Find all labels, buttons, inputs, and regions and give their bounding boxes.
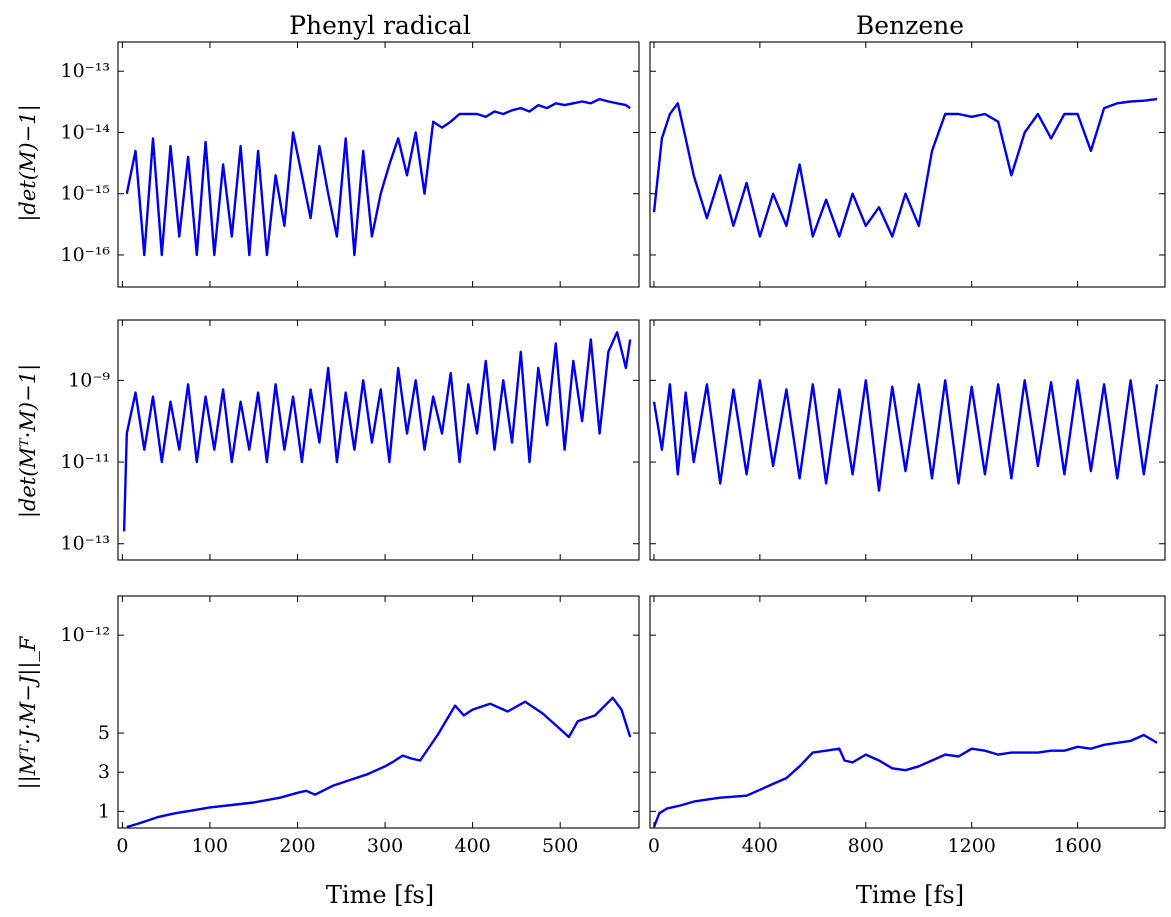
panel-2 — [649, 41, 1166, 288]
y-tick-label: 10⁻¹⁶ — [61, 244, 111, 266]
x-tick-label: 0 — [648, 835, 660, 857]
panel-3: 10⁻¹³ 10⁻¹¹ 10⁻⁹ — [61, 319, 640, 561]
column-title-phenyl: Phenyl radical — [289, 11, 471, 40]
panel-frame — [649, 41, 1166, 288]
row-label-symplectic-error: ||Mᵀ·J·M−J||_F — [16, 635, 41, 789]
x-tick-label: 1600 — [1053, 835, 1101, 857]
x-tick-label: 0 — [116, 835, 128, 857]
y-tick-label: 10⁻¹¹ — [61, 451, 110, 473]
panel-frame — [649, 595, 1166, 829]
y-tick-label: 10⁻¹⁴ — [61, 121, 111, 143]
y-tick-label: 10⁻¹² — [61, 624, 110, 646]
y-tick-label: 10⁻¹⁵ — [61, 183, 110, 205]
y-tick-label: 10⁻¹³ — [61, 533, 110, 555]
panel-frame — [649, 319, 1166, 561]
x-tick-label: 400 — [454, 835, 490, 857]
x-tick-label: 200 — [279, 835, 315, 857]
column-title-benzene: Benzene — [856, 11, 964, 40]
x-axis-label-left: Time [fs] — [326, 881, 434, 909]
panel-5: 0 100 200 300 400 500 1 3 5 10⁻¹² — [61, 595, 640, 857]
x-axis-label-right: Time [fs] — [856, 881, 964, 909]
row-label-det-m: |det(M)−1| — [16, 104, 41, 221]
x-tick-label: 1200 — [948, 835, 996, 857]
series-line — [652, 97, 1158, 238]
y-tick-label: 10⁻⁹ — [68, 369, 110, 391]
panel-4 — [649, 319, 1166, 561]
series-line — [125, 97, 631, 257]
y-tick-label: 10⁻¹³ — [61, 60, 110, 82]
x-tick-label: 500 — [542, 835, 578, 857]
y-tick-label: 5 — [98, 722, 110, 744]
series-line — [122, 331, 632, 532]
panel-1: 10⁻¹⁶ 10⁻¹⁵ 10⁻¹⁴ 10⁻¹³ — [61, 41, 640, 288]
panels: 10⁻¹⁶ 10⁻¹⁵ 10⁻¹⁴ 10⁻¹³ 10⁻¹³ 10⁻¹¹ 10⁻⁹ 0 100 20… — [61, 41, 1166, 857]
series-line — [126, 696, 632, 828]
panel-frame — [117, 595, 640, 829]
x-tick-label: 800 — [848, 835, 884, 857]
row-label-det-mtm: |det(Mᵀ·M)−1| — [16, 364, 41, 518]
x-tick-label: 300 — [367, 835, 403, 857]
panel-6: 0 400 800 1200 1600 — [648, 595, 1166, 857]
y-tick-label: 3 — [98, 761, 110, 783]
panel-frame — [117, 41, 640, 288]
x-tick-label: 400 — [742, 835, 778, 857]
y-tick-label: 1 — [98, 800, 110, 822]
panel-frame — [117, 319, 640, 561]
x-tick-label: 100 — [192, 835, 228, 857]
series-line — [652, 733, 1158, 828]
series-line — [652, 379, 1159, 492]
